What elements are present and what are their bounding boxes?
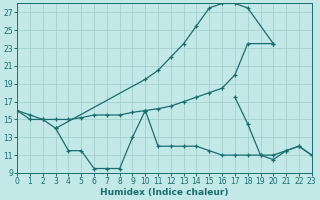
X-axis label: Humidex (Indice chaleur): Humidex (Indice chaleur) — [100, 188, 229, 197]
